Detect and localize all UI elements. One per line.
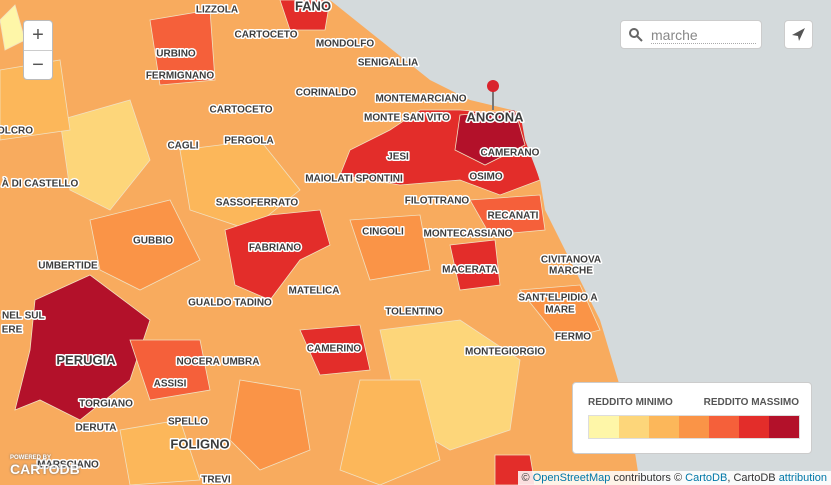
locate-icon xyxy=(792,28,805,41)
zoom-control: + − xyxy=(23,20,53,80)
attr-contrib: contributors © xyxy=(613,472,683,484)
place-label: SASSOFERRATO xyxy=(216,198,299,209)
place-label: UMBERTIDE xyxy=(38,261,98,272)
zoom-out[interactable]: − xyxy=(32,54,44,76)
place-label: SANT'ELPIDIO A xyxy=(518,293,597,304)
place-label: FOLIGNO xyxy=(170,436,229,451)
search-icon xyxy=(629,28,643,42)
place-label: FERMO xyxy=(555,332,591,343)
legend-swatch xyxy=(679,416,709,438)
attr-link[interactable]: attribution xyxy=(778,472,827,484)
place-label: MATELICA xyxy=(289,286,340,297)
place-label: OLCRO xyxy=(0,126,33,137)
place-label: CINGOLI xyxy=(362,227,404,238)
place-label: FANO xyxy=(295,0,331,13)
sea xyxy=(330,0,831,485)
place-label: CAGLI xyxy=(167,141,198,152)
place-label: GUALDO TADINO xyxy=(188,298,272,309)
place-label: URBINO xyxy=(156,49,196,60)
labels: LIZZOLA FANO CARTOCETO MONDOLFO URBINO SENIGA… xyxy=(0,0,603,485)
zoom-in[interactable]: + xyxy=(24,21,52,51)
place-label: TOLENTINO xyxy=(385,307,443,318)
place-label: ERE xyxy=(2,325,23,336)
place-label: MONTE SAN VITO xyxy=(364,113,450,124)
place-label: MONDOLFO xyxy=(316,39,375,50)
place-label: PERUGIA xyxy=(56,352,116,367)
search-text: marche xyxy=(651,27,756,44)
legend-swatch xyxy=(739,416,769,438)
attr-cartodb[interactable]: CartoDB xyxy=(685,472,728,484)
place-label: O NEL SUL xyxy=(0,311,45,322)
place-label: PERGOLA xyxy=(224,136,273,147)
logo: POWERED BY CARTODB xyxy=(10,455,80,479)
place-label: LIZZOLA xyxy=(196,5,238,16)
legend-swatch xyxy=(589,416,619,438)
attr-prefix: © xyxy=(521,472,530,484)
place-label: TREVI xyxy=(201,475,231,485)
locate-button[interactable] xyxy=(784,20,813,49)
logo-powered: POWERED BY xyxy=(10,455,52,461)
legend-swatch xyxy=(769,416,799,438)
place-label: ASSISI xyxy=(154,379,187,390)
place-label: JESI xyxy=(387,152,409,163)
place-label: MONTEMARCIANO xyxy=(375,94,466,105)
attr-sep: , CartoDB xyxy=(727,472,776,484)
legend-swatch xyxy=(649,416,679,438)
legend-min: REDDITO MINIMO xyxy=(588,397,673,408)
logo-name: CARTODB xyxy=(10,461,80,477)
place-label: NOCERA UMBRA xyxy=(177,357,260,368)
place-label: GUBBIO xyxy=(133,236,173,247)
legend-max: REDDITO MASSIMO xyxy=(703,397,799,408)
pin xyxy=(487,80,499,92)
place-label: DERUTA xyxy=(76,423,117,434)
legend-bar xyxy=(588,415,800,439)
place-label: MARE xyxy=(545,305,575,316)
attribution: © OpenStreetMap contributors © CartoDB, … xyxy=(517,471,831,485)
place-label: FERMIGNANO xyxy=(146,71,215,82)
place-label: CORINALDO xyxy=(296,88,357,99)
place-label: MARSCIANO xyxy=(37,460,99,471)
place-label: CARTOCETO xyxy=(235,30,298,41)
place-label: OSIMO xyxy=(469,172,503,183)
place-label: FILOTTRANO xyxy=(405,196,470,207)
place-label: À DI CASTELLO xyxy=(2,177,79,190)
place-label: CAMERANO xyxy=(481,148,540,159)
search-box[interactable]: marche xyxy=(620,20,762,49)
municipalities xyxy=(0,0,601,485)
attr-osm[interactable]: OpenStreetMap xyxy=(532,472,611,484)
place-label: MARCHE xyxy=(549,266,593,277)
place-label: MACERATA xyxy=(442,265,498,276)
legend-swatch xyxy=(709,416,739,438)
place-label: MAIOLATI SPONTINI xyxy=(305,174,403,185)
place-label: CAMERINO xyxy=(307,344,362,355)
place-label: MONTEGIORGIO xyxy=(465,347,545,358)
place-label: TORGIANO xyxy=(79,399,133,410)
place-label: SENIGALLIA xyxy=(358,58,419,69)
place-label: CARTOCETO xyxy=(210,105,273,116)
place-label: SPELLO xyxy=(168,417,208,428)
legend-swatch xyxy=(619,416,649,438)
place-label: FABRIANO xyxy=(249,243,301,254)
place-label: RECANATI xyxy=(488,211,539,222)
place-label: CIVITANOVA xyxy=(541,255,601,266)
place-label: MONTECASSIANO xyxy=(424,229,513,240)
place-label: ANCONA xyxy=(466,109,524,124)
legend: REDDITO MINIMO REDDITO MASSIMO xyxy=(572,382,812,454)
